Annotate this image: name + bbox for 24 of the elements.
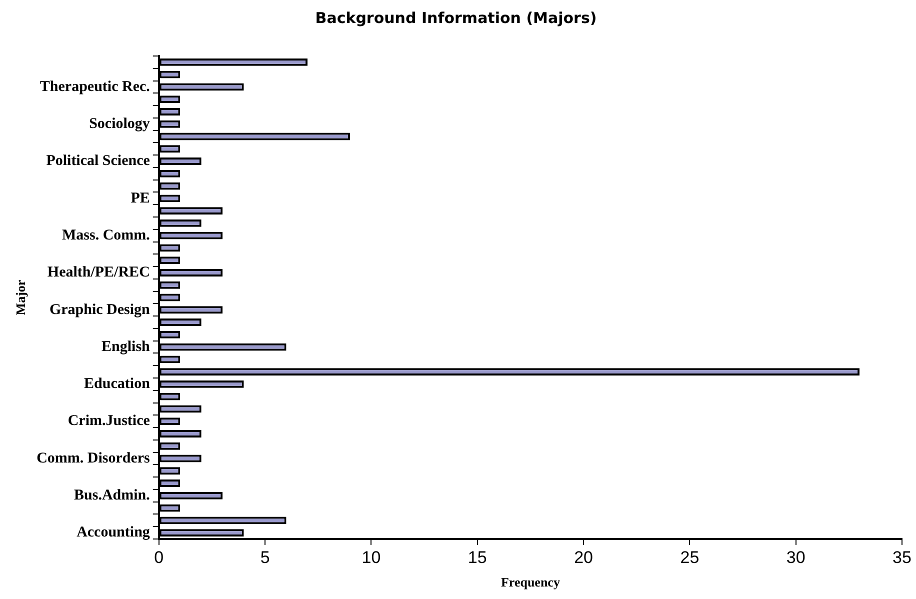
- y-tick-label: Accounting: [76, 524, 150, 541]
- y-tick-label: Graphic Design: [49, 302, 151, 318]
- y-tick-label: Education: [84, 376, 151, 392]
- y-tick-label: PE: [130, 190, 150, 206]
- y-tick-label: Crim.Justice: [68, 413, 150, 430]
- x-axis-title: Frequency: [500, 574, 560, 590]
- y-tick-label: Health/PE/REC: [47, 264, 150, 281]
- y-axis-title: Major: [13, 280, 28, 316]
- x-tick-label: 10: [362, 548, 381, 567]
- x-tick-label: 5: [260, 548, 270, 567]
- y-tick-label: English: [102, 338, 151, 355]
- x-tick-label: 30: [786, 548, 806, 567]
- x-tick-label: 35: [892, 548, 912, 567]
- x-tick-label: 15: [468, 548, 487, 567]
- x-tick-label: 20: [574, 548, 593, 567]
- chart-title: Background Information (Majors): [315, 8, 597, 27]
- x-tick-label: 0: [154, 548, 164, 567]
- y-tick-label: Bus.Admin.: [74, 488, 150, 504]
- y-tick-label: Mass. Comm.: [62, 227, 150, 244]
- y-tick-label: Therapeutic Rec.: [40, 78, 150, 95]
- x-tick-label: 25: [680, 548, 700, 567]
- y-tick-label: Political Science: [46, 153, 150, 170]
- y-tick-label: Sociology: [89, 116, 150, 132]
- y-tick-label: Comm. Disorders: [36, 450, 150, 466]
